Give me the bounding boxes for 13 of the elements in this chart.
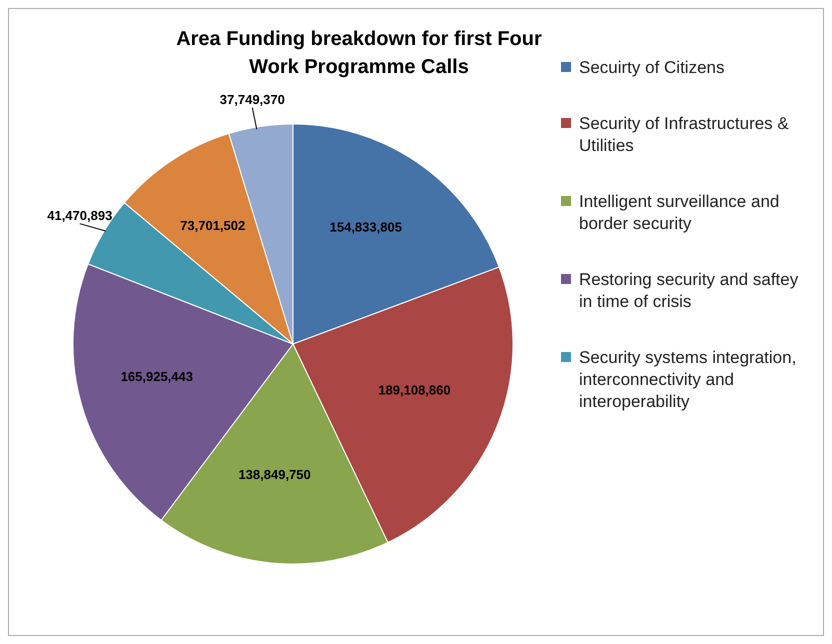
data-label: 37,749,370 — [220, 92, 285, 108]
legend-label: Security systems integration, interconnectivity and interoperability — [579, 347, 798, 413]
data-label: 138,849,750 — [238, 467, 311, 482]
legend-label: Restoring security and saftey in time of crisis — [579, 269, 800, 313]
data-label: 73,701,502 — [180, 218, 246, 233]
data-label: 189,108,860 — [378, 382, 451, 398]
data-label: 154,833,805 — [330, 219, 402, 234]
data-label: 165,925,443 — [120, 368, 193, 384]
chart-title: Area Funding breakdown for first Four Work Programme Calls — [175, 27, 543, 80]
legend-label: Security of Infrastructures & Utilities — [579, 113, 790, 157]
legend-label: Intelligent surveillance and border security — [579, 191, 780, 235]
legend-label: Secuirty of Citizens — [579, 57, 724, 79]
data-label: 41,470,893 — [47, 208, 112, 224]
